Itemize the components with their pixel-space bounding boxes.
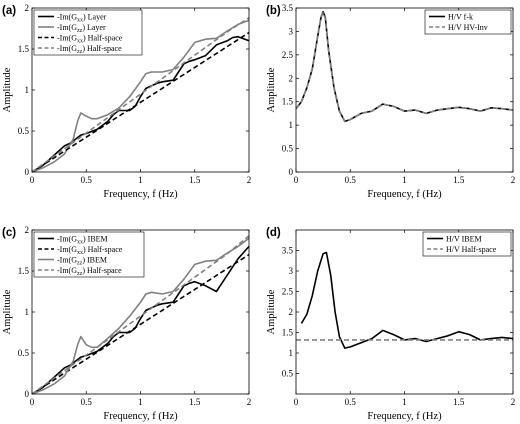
y-tick-label: 1 bbox=[289, 348, 294, 358]
legend: -Im(Gxx) IBEM-Im(Gxx) Half-space-Im(Gzz)… bbox=[33, 231, 145, 278]
y-tick-label: 0.5 bbox=[282, 369, 294, 379]
y-tick-label: 3 bbox=[289, 26, 294, 36]
y-tick-label: 0 bbox=[25, 167, 30, 177]
panel-label: (d) bbox=[266, 227, 281, 239]
x-tick-label: 0 bbox=[294, 175, 299, 185]
panel-label: (c) bbox=[2, 227, 16, 239]
x-tick-label: 1.5 bbox=[189, 175, 201, 185]
y-tick-label: 1 bbox=[289, 120, 294, 130]
legend-label: -Im(Gxx) Half-space bbox=[57, 245, 123, 256]
x-tick-label: 2 bbox=[247, 175, 252, 185]
y-tick-label: 0 bbox=[25, 389, 30, 399]
y-tick-label: 0.5 bbox=[282, 144, 294, 154]
legend-label: H/V HV-Inv bbox=[448, 23, 488, 32]
series-line-im-g-zz-ibem bbox=[31, 237, 250, 395]
y-tick-label: 1.5 bbox=[282, 328, 294, 338]
legend-label: -Im(Gxx) Layer bbox=[57, 13, 107, 24]
series-line-im-g-xx-half-space bbox=[31, 31, 250, 173]
panel-label: (a) bbox=[2, 5, 16, 17]
y-tick-label: 2.5 bbox=[282, 287, 294, 297]
y-tick-label: 0.5 bbox=[18, 348, 30, 358]
x-tick-label: 0 bbox=[294, 397, 299, 407]
chart-panel: 0 0.5 1 1.5 2 0 0.5 1 1.5 2 Frequency, f (Hz) Ampli… bbox=[2, 225, 251, 422]
y-axis-label: Amplitude bbox=[2, 67, 13, 112]
x-axis-label: Frequency, f (Hz) bbox=[367, 411, 442, 422]
y-axis-label: Amplitude bbox=[266, 67, 277, 112]
plot-area bbox=[296, 8, 513, 172]
legend-label: -Im(Gxx) IBEM bbox=[57, 235, 108, 246]
y-tick-label: 0.5 bbox=[18, 126, 30, 136]
x-tick-label: 2 bbox=[247, 397, 252, 407]
x-tick-label: 0.5 bbox=[81, 397, 93, 407]
x-tick-label: 1 bbox=[402, 397, 407, 407]
legend: -Im(Gxx) Layer-Im(Gzz) Layer-Im(Gxx) Hal… bbox=[33, 9, 143, 56]
x-tick-label: 1.5 bbox=[453, 175, 465, 185]
chart-panel: 0 0.5 1 1.5 2 0 0.5 1 1.5 2 2.5 3 3.5 Frequency, f (H… bbox=[266, 3, 515, 200]
y-tick-label: 3 bbox=[289, 266, 294, 276]
y-tick-label: 2 bbox=[289, 73, 294, 83]
y-tick-label: 1.5 bbox=[18, 266, 30, 276]
x-tick-label: 2 bbox=[511, 397, 516, 407]
y-tick-label: 2.5 bbox=[282, 50, 294, 60]
series-line-im-g-zz-layer bbox=[31, 19, 250, 173]
chart-panel: 0 0.5 1 1.5 2 0 0.5 1 1.5 2 Frequency, f (Hz) Ampli… bbox=[2, 3, 251, 200]
x-tick-label: 1 bbox=[138, 397, 143, 407]
y-tick-label: 3.5 bbox=[282, 246, 294, 256]
y-tick-label: 1 bbox=[25, 85, 30, 95]
y-tick-label: 1 bbox=[25, 307, 30, 317]
panel-label: (b) bbox=[266, 5, 281, 17]
legend-label: -Im(Gzz) Half-space bbox=[57, 44, 122, 55]
series-line-h-v-hv-inv bbox=[295, 11, 514, 123]
legend-label: H/V IBEM bbox=[446, 235, 482, 244]
y-tick-label: 1.5 bbox=[18, 44, 30, 54]
series-line-im-g-zz-half-space bbox=[31, 17, 250, 173]
x-tick-label: 1 bbox=[138, 175, 143, 185]
y-axis-label: Amplitude bbox=[266, 289, 277, 334]
x-tick-label: 0 bbox=[30, 175, 35, 185]
x-tick-label: 2 bbox=[511, 175, 516, 185]
x-tick-label: 0.5 bbox=[345, 397, 357, 407]
legend-label: -Im(Gzz) Layer bbox=[57, 23, 106, 34]
y-tick-label: 2 bbox=[25, 225, 30, 235]
y-tick-label: 0 bbox=[289, 167, 294, 177]
legend-label: H/V f-k bbox=[448, 13, 473, 22]
legend-label: -Im(Gxx) Half-space bbox=[57, 34, 123, 45]
series-line-h-v-ibem bbox=[300, 251, 514, 349]
legend-box bbox=[424, 9, 512, 35]
legend-box bbox=[422, 231, 512, 257]
y-tick-label: 2 bbox=[25, 3, 30, 13]
series-line-im-g-xx-ibem bbox=[31, 245, 250, 395]
x-tick-label: 1 bbox=[402, 175, 407, 185]
x-axis-label: Frequency, f (Hz) bbox=[367, 189, 442, 200]
series-line-im-g-zz-half-space bbox=[31, 235, 250, 395]
legend-label: -Im(Gzz) Half-space bbox=[57, 266, 122, 277]
y-tick-label: 3.5 bbox=[282, 3, 294, 13]
x-axis-label: Frequency, f (Hz) bbox=[103, 411, 178, 422]
x-axis-label: Frequency, f (Hz) bbox=[103, 189, 178, 200]
x-tick-label: 1.5 bbox=[189, 397, 201, 407]
y-tick-label: 2 bbox=[289, 307, 294, 317]
legend-label: H/V Half-space bbox=[446, 245, 497, 254]
legend-label: -Im(Gzz) IBEM bbox=[57, 256, 107, 267]
x-tick-label: 0 bbox=[30, 397, 35, 407]
x-tick-label: 1.5 bbox=[453, 397, 465, 407]
plot-area bbox=[296, 230, 513, 394]
chart-panel: 0 0.5 1 1.5 2 0.5 1 1.5 2 2.5 3 3.5 Frequency, f (Hz… bbox=[266, 227, 515, 422]
x-tick-label: 0.5 bbox=[345, 175, 357, 185]
legend: H/V f-kH/V HV-Inv bbox=[424, 9, 512, 35]
y-tick-label: 1.5 bbox=[282, 97, 294, 107]
y-axis-label: Amplitude bbox=[2, 289, 13, 334]
x-tick-label: 0.5 bbox=[81, 175, 93, 185]
